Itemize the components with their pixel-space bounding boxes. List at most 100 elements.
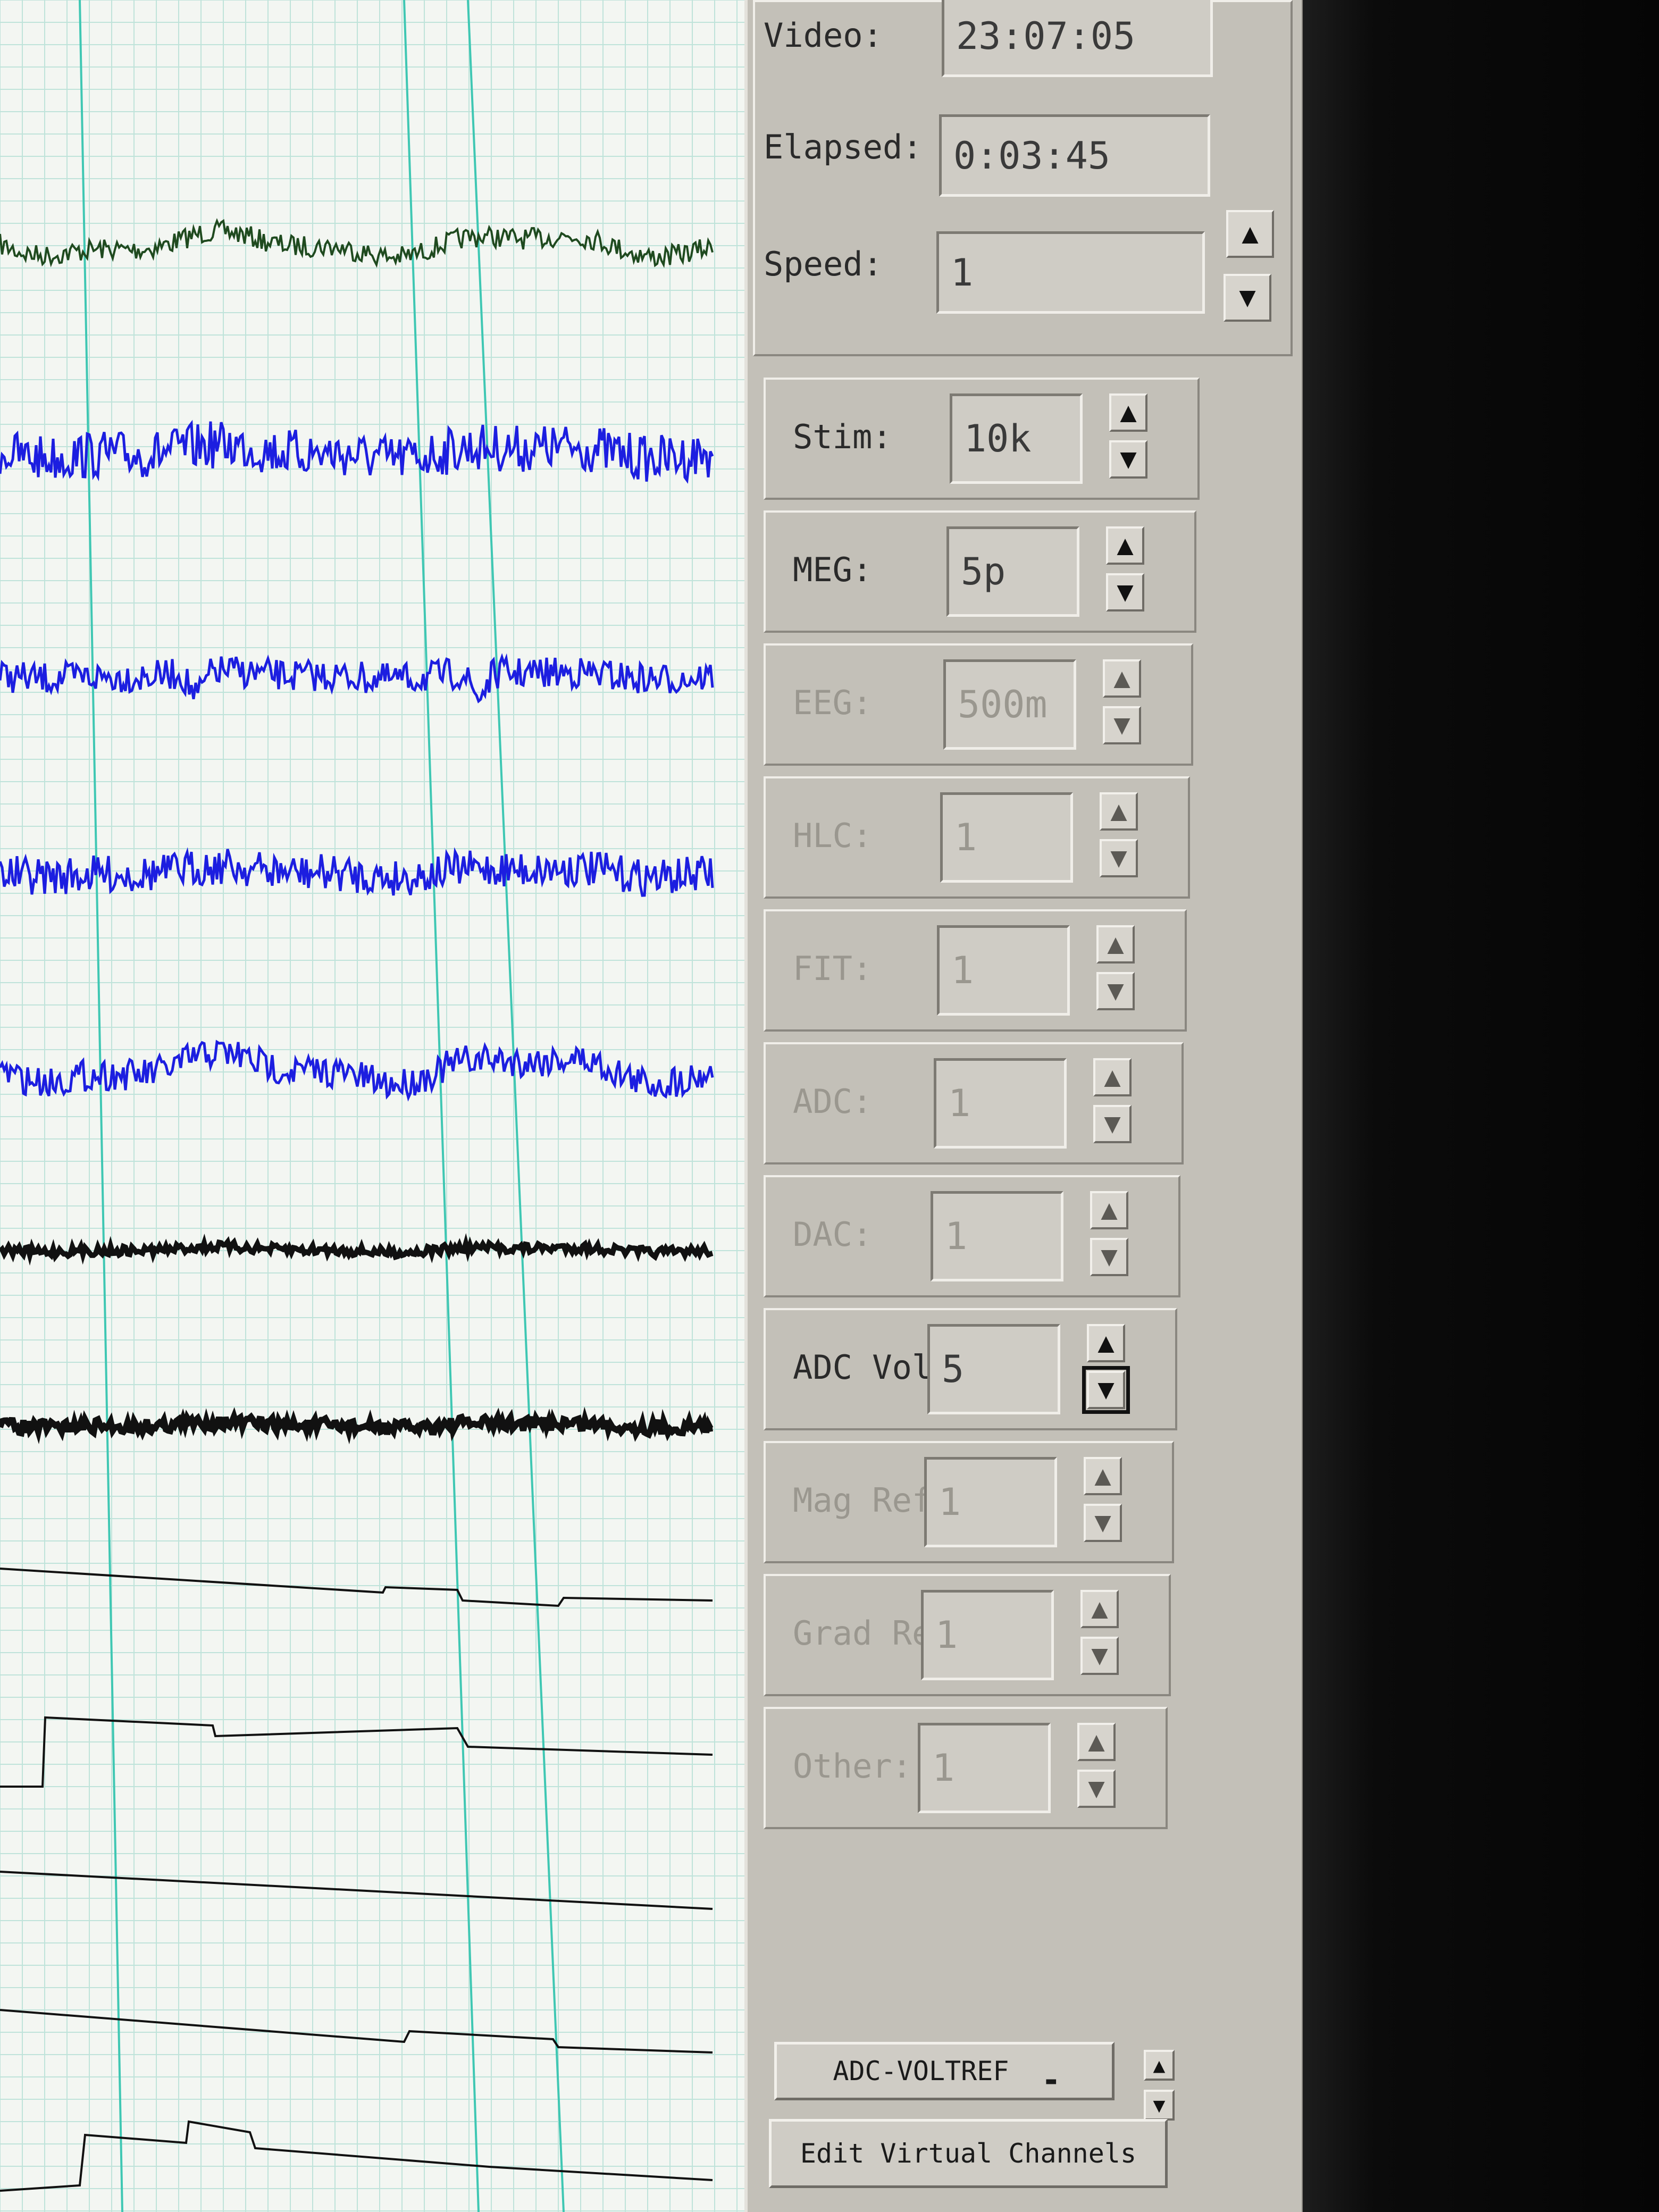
arrow-up-icon: ▲: [1113, 662, 1130, 694]
scale-row-value-field[interactable]: 1: [940, 792, 1073, 883]
trace-black-1: [0, 1233, 714, 1266]
scale-row-value-field[interactable]: 5p: [946, 526, 1079, 617]
scale-row-label: EEG:: [793, 683, 873, 722]
speed-field[interactable]: 1: [936, 231, 1205, 314]
arrow-up-icon: ▲: [1088, 1725, 1105, 1757]
elapsed-time-field[interactable]: 0:03:45: [939, 114, 1210, 197]
grid-major-line: [467, 0, 565, 2212]
scale-row-up-button[interactable]: ▲: [1090, 1191, 1128, 1229]
arrow-down-icon: ▼: [1097, 1373, 1115, 1405]
arrow-down-icon: ▼: [1239, 281, 1256, 313]
trace-step-4: [0, 2009, 713, 2054]
scale-row-label: ADC Vol:: [793, 1348, 952, 1387]
scale-row-up-button[interactable]: ▲: [1087, 1324, 1125, 1362]
arrow-down-icon: ▼: [1088, 1772, 1105, 1804]
arrow-down-icon: ▼: [1113, 709, 1130, 741]
scale-row-label: MEG:: [793, 550, 873, 589]
arrow-down-icon: ▼: [1101, 1241, 1118, 1272]
scale-row-down-button[interactable]: ▼: [1090, 1238, 1128, 1276]
scale-row: EEG: 500m ▲ ▼: [748, 643, 1306, 771]
arrow-up-icon: ▲: [1120, 396, 1137, 428]
signal-display[interactable]: [0, 0, 744, 2212]
arrow-down-icon: ▼: [1120, 443, 1137, 475]
scale-row-value-field[interactable]: 5: [927, 1324, 1060, 1414]
elapsed-label: Elapsed:: [764, 128, 923, 166]
speed-label: Speed:: [764, 245, 883, 283]
edit-virtual-channels-button[interactable]: Edit Virtual Channels: [769, 2119, 1168, 2188]
scale-row-down-button[interactable]: ▼: [1106, 573, 1144, 611]
trace-step-2: [0, 1716, 713, 1788]
scale-row-label: FIT:: [793, 949, 873, 988]
arrow-up-icon: ▲: [1097, 1327, 1115, 1359]
scale-row-down-button[interactable]: ▼: [1096, 972, 1135, 1010]
arrow-down-icon: ▼: [1104, 1108, 1121, 1139]
scale-row-up-button[interactable]: ▲: [1096, 925, 1135, 963]
scale-row-up-button[interactable]: ▲: [1103, 659, 1141, 698]
scale-row: MEG: 5p ▲ ▼: [748, 510, 1306, 638]
arrow-up-icon: ▲: [1117, 529, 1134, 561]
scale-row-frame: [764, 1042, 1184, 1164]
control-panel: Video: 23:07:05 Elapsed: 0:03:45 Speed: …: [744, 0, 1306, 2212]
video-label: Video:: [764, 16, 883, 55]
scale-row-down-button[interactable]: ▼: [1100, 839, 1138, 877]
channel-menu-up-button[interactable]: ▲: [1144, 2050, 1175, 2081]
scale-row-frame: [764, 1707, 1168, 1829]
scale-row-down-button[interactable]: ▼: [1080, 1637, 1119, 1675]
scale-row-value-field[interactable]: 500m: [943, 659, 1076, 750]
scale-row-up-button[interactable]: ▲: [1077, 1723, 1116, 1761]
edit-virtual-channels-label: Edit Virtual Channels: [800, 2138, 1137, 2169]
scale-row-value-field[interactable]: 1: [924, 1457, 1057, 1547]
speed-down-button[interactable]: ▼: [1224, 274, 1271, 322]
scale-row: HLC: 1 ▲ ▼: [748, 776, 1306, 904]
arrow-up-icon: ▲: [1101, 1194, 1118, 1226]
scale-row-value-field[interactable]: 1: [937, 925, 1070, 1016]
scale-row-up-button[interactable]: ▲: [1109, 393, 1147, 432]
arrow-up-icon: ▲: [1242, 217, 1259, 249]
scale-row-value-field[interactable]: 1: [931, 1191, 1063, 1281]
scale-row-frame: [764, 1308, 1177, 1430]
trace-step-3: [0, 1871, 713, 1910]
trace-meg-4: [0, 1040, 714, 1102]
scale-row-up-button[interactable]: ▲: [1106, 526, 1144, 565]
scale-row: Other: 1 ▲ ▼: [748, 1707, 1306, 1834]
speed-up-button[interactable]: ▲: [1226, 210, 1274, 258]
arrow-up-icon: ▲: [1153, 2054, 1166, 2077]
arrow-down-icon: ▼: [1117, 576, 1134, 608]
scale-row-value-field[interactable]: 1: [918, 1723, 1051, 1813]
scale-row-frame: [764, 776, 1190, 899]
scale-row-up-button[interactable]: ▲: [1100, 792, 1138, 831]
scale-row-down-button[interactable]: ▼: [1084, 1504, 1122, 1542]
scale-row-down-button[interactable]: ▼: [1093, 1105, 1132, 1143]
trace-canvas: [0, 0, 744, 2212]
arrow-down-icon: ▼: [1110, 842, 1127, 874]
scale-row-down-button[interactable]: ▼: [1077, 1770, 1116, 1808]
scale-row-frame: [764, 378, 1200, 500]
channel-type-menu-value: ADC-VOLTREF: [833, 2056, 1009, 2087]
scale-row-frame: [764, 643, 1193, 766]
scale-row-up-button[interactable]: ▲: [1093, 1058, 1132, 1096]
scale-row-up-button[interactable]: ▲: [1084, 1457, 1122, 1495]
trace-green: [0, 218, 714, 269]
scale-row-up-button[interactable]: ▲: [1080, 1590, 1119, 1628]
scale-row-value-field[interactable]: 10k: [950, 393, 1083, 484]
arrow-down-icon: ▼: [1107, 975, 1124, 1007]
trace-step-5: [0, 2120, 713, 2192]
scale-row: FIT: 1 ▲ ▼: [748, 909, 1306, 1037]
trace-meg-3: [0, 847, 714, 897]
scale-row-frame: [764, 510, 1196, 633]
scale-row: ADC Vol: 5 ▲ ▼: [748, 1308, 1306, 1436]
arrow-down-icon: ▼: [1153, 2093, 1166, 2117]
arrow-down-icon: ▼: [1094, 1506, 1111, 1538]
scale-row-value-field[interactable]: 1: [921, 1590, 1054, 1680]
scale-row-frame: [764, 1441, 1174, 1563]
channel-type-menu[interactable]: ADC-VOLTREF ▂: [774, 2042, 1115, 2100]
scale-row-down-button[interactable]: ▼: [1103, 706, 1141, 744]
scale-row-down-button[interactable]: ▼: [1109, 440, 1147, 479]
scale-row-down-button[interactable]: ▼: [1082, 1366, 1130, 1414]
scale-row-frame: [764, 1574, 1171, 1696]
channel-menu-down-button[interactable]: ▼: [1144, 2090, 1175, 2121]
scale-row: Grad Ref: 1 ▲ ▼: [748, 1574, 1306, 1702]
scale-row-label: Other:: [793, 1747, 912, 1786]
scale-row-value-field[interactable]: 1: [934, 1058, 1067, 1149]
video-time-field[interactable]: 23:07:05: [942, 0, 1213, 77]
